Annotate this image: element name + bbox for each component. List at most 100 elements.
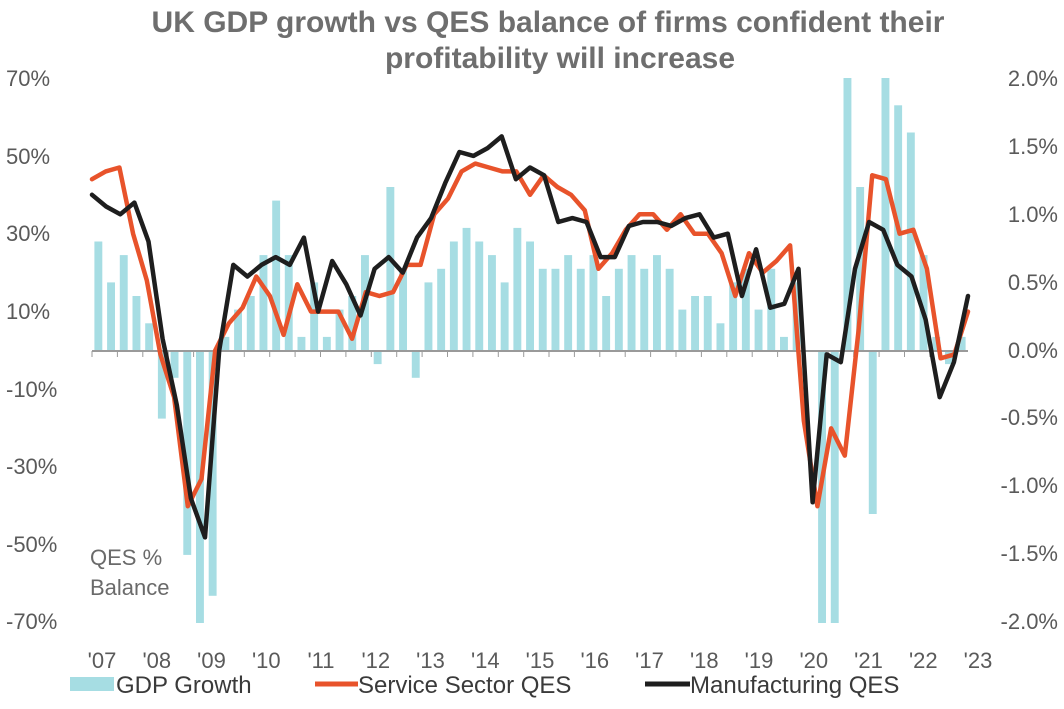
left-tick-label: 70% [6, 66, 50, 91]
legend-label-service: Service Sector QES [358, 672, 571, 699]
gdp-bar [437, 268, 446, 352]
gdp-bar [627, 255, 636, 351]
right-tick-label: -1.0% [1001, 473, 1058, 498]
x-tick-label: '22 [909, 648, 938, 673]
gdp-bar [729, 282, 738, 351]
chart-title-line-1: UK GDP growth vs QES balance of firms co… [152, 6, 945, 39]
gdp-bar [703, 296, 712, 351]
gdp-bars [94, 78, 966, 623]
x-tick-label: '20 [799, 648, 828, 673]
gdp-bar [564, 255, 573, 351]
x-tick-label: '13 [416, 648, 445, 673]
gdp-bar [94, 241, 103, 351]
gdp-bar [830, 351, 839, 623]
gdp-bar [386, 187, 395, 351]
right-tick-label: -0.5% [1001, 405, 1058, 430]
gdp-bar [576, 268, 585, 352]
gdp-bar [284, 255, 293, 351]
x-tick-label: '09 [197, 648, 226, 673]
left-tick-label: 50% [6, 144, 50, 169]
gdp-bar [614, 268, 623, 352]
gdp-bar [716, 323, 725, 352]
gdp-bar [259, 255, 268, 351]
gdp-bar [107, 282, 115, 351]
gdp-bar [691, 296, 699, 351]
gdp-bar [449, 241, 458, 351]
gdp-bar [310, 282, 319, 351]
gdp-bar [119, 255, 128, 351]
x-tick-label: '18 [690, 648, 719, 673]
annotation-line-2: Balance [90, 575, 170, 600]
x-tick-label: '21 [854, 648, 883, 673]
gdp-bar [856, 187, 865, 351]
gdp-bar [906, 132, 915, 351]
gdp-bar [399, 268, 407, 352]
legend-label-gdp: GDP Growth [116, 672, 252, 699]
right-tick-label: -2.0% [1001, 609, 1058, 634]
service-sector-qes-line [89, 161, 971, 509]
left-tick-label: -10% [6, 377, 57, 402]
gdp-bar [462, 227, 471, 351]
manufacturing-qes-line [89, 134, 971, 540]
gdp-bar [272, 200, 281, 351]
legend-swatch-gdp [70, 677, 114, 691]
left-tick-label: 30% [6, 221, 50, 246]
x-axis-ticks [91, 351, 956, 357]
left-tick-label: 10% [6, 299, 50, 324]
gdp-bar [551, 268, 560, 352]
gdp-bar [868, 351, 877, 514]
qes-lines [89, 134, 971, 540]
x-tick-label: '17 [635, 648, 664, 673]
gdp-bar [678, 309, 687, 351]
gdp-bar [665, 268, 674, 352]
gdp-bar [322, 336, 331, 351]
x-tick-label: '08 [142, 648, 171, 673]
right-axis: 2.0% 1.5% 1.0% 0.5% 0.0% -0.5% -1.0% -1.… [1001, 66, 1058, 634]
left-tick-label: -50% [6, 532, 57, 557]
x-tick-label: '12 [361, 648, 390, 673]
gdp-bar [843, 78, 852, 351]
right-tick-label: 1.5% [1008, 134, 1058, 159]
gdp-bar [145, 323, 154, 352]
gdp-bar [488, 255, 496, 351]
legend-label-manufacturing: Manufacturing QES [690, 672, 899, 699]
gdp-bar [297, 336, 306, 351]
gdp-bar [881, 78, 890, 351]
gdp-bar [589, 255, 598, 351]
gdp-bar [234, 309, 242, 351]
x-tick-label: '19 [745, 648, 774, 673]
chart-title-line-2: profitability will increase [385, 42, 735, 75]
x-tick-label: '16 [580, 648, 609, 673]
gdp-bar [335, 309, 344, 351]
x-tick-label: '11 [307, 648, 334, 673]
annotation-line-1: QES % [90, 545, 162, 570]
gdp-bar [500, 282, 509, 351]
gdp-bar [780, 336, 788, 351]
gdp-bar [538, 268, 547, 352]
left-tick-label: -30% [6, 454, 57, 479]
x-tick-label: '10 [252, 648, 281, 673]
legend: GDP Growth Service Sector QES Manufactur… [70, 672, 899, 699]
gdp-bar [767, 268, 776, 352]
gdp-bar [157, 351, 166, 419]
gdp-bar [373, 351, 382, 365]
x-tick-label: '23 [964, 648, 993, 673]
gdp-bar [424, 282, 433, 351]
x-axis-labels: '07 '08 '09 '10 '11 '12 '13 '14 '15 '16 '17 '18 '19 '… [88, 648, 993, 673]
gdp-bar [132, 296, 141, 351]
gdp-bar [640, 268, 649, 352]
gdp-bar [754, 309, 763, 351]
gdp-bar [246, 296, 255, 351]
gdp-bar [602, 296, 611, 351]
x-tick-label: '14 [471, 648, 500, 673]
gdp-bar [208, 351, 217, 596]
right-tick-label: 0.0% [1008, 338, 1058, 363]
gdp-bar [957, 336, 966, 351]
gdp-bar [475, 241, 484, 351]
gdp-bar [919, 255, 928, 351]
gdp-bar [183, 351, 192, 555]
right-tick-label: -1.5% [1001, 541, 1058, 566]
gdp-bar [741, 268, 750, 352]
gdp-bar [411, 351, 420, 378]
